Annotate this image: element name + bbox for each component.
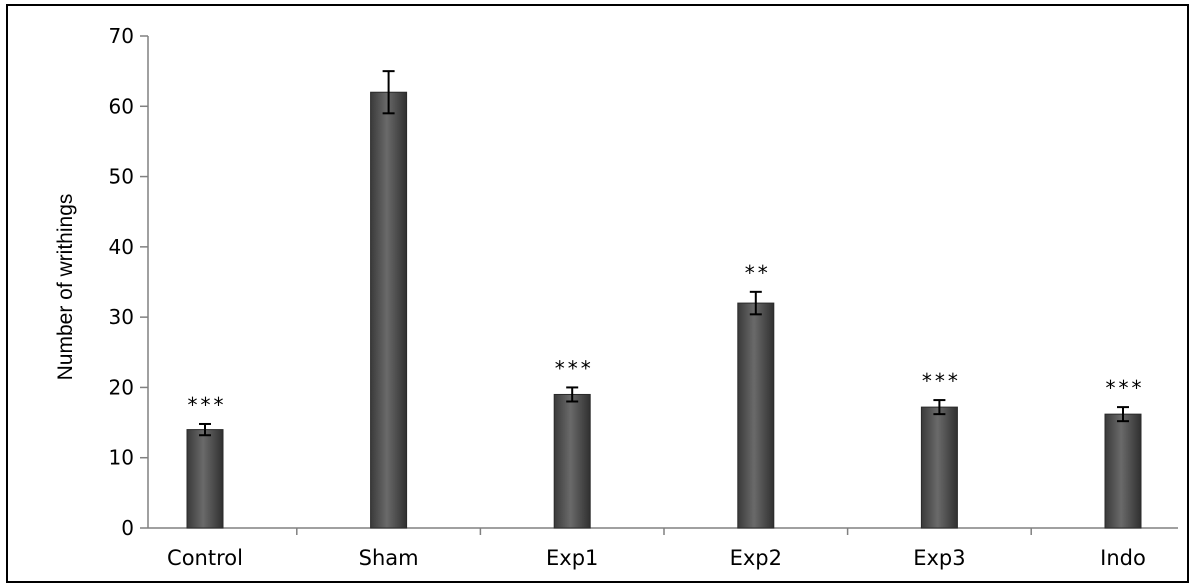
x-tick-label: Sham — [359, 546, 419, 570]
x-tick-label: Exp2 — [730, 546, 782, 570]
x-tick-label: Control — [167, 546, 243, 570]
significance-label: *** — [555, 356, 594, 380]
significance-label: *** — [1106, 376, 1145, 400]
x-tick-label: Exp3 — [913, 546, 965, 570]
axes — [140, 35, 1178, 535]
y-axis-title: Number of writhings — [54, 194, 77, 381]
y-tick-label: 70 — [109, 24, 134, 48]
labels: 0 10 20 30 40 50 60 70 Control *** Sham Exp1 *** Exp2… — [109, 24, 1146, 570]
bar — [1104, 413, 1142, 529]
significance-label: *** — [188, 393, 227, 417]
bar — [920, 406, 958, 529]
y-tick-label: 10 — [109, 446, 134, 470]
bars — [186, 70, 1142, 529]
y-tick-label: 0 — [121, 516, 134, 540]
y-tick-label: 50 — [109, 165, 134, 189]
bar — [737, 302, 775, 529]
bar — [186, 429, 224, 529]
y-tick-label: 60 — [109, 94, 134, 118]
significance-label: *** — [922, 369, 961, 393]
chart-frame — [6, 4, 1189, 583]
x-tick-label: Indo — [1100, 546, 1146, 570]
bar — [370, 91, 408, 529]
x-tick-label: Exp1 — [546, 546, 598, 570]
significance-label: ** — [745, 261, 771, 285]
y-tick-label: 20 — [109, 375, 134, 399]
y-tick-label: 30 — [109, 305, 134, 329]
y-tick-label: 40 — [109, 235, 134, 259]
bar — [553, 393, 591, 529]
